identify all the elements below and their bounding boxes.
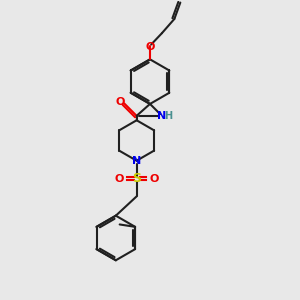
Text: S: S bbox=[132, 172, 141, 185]
Text: N: N bbox=[132, 156, 141, 166]
Text: O: O bbox=[115, 173, 124, 184]
Text: N: N bbox=[157, 111, 166, 121]
Text: O: O bbox=[149, 173, 159, 184]
Text: O: O bbox=[145, 43, 155, 52]
Text: H: H bbox=[164, 111, 172, 121]
Text: O: O bbox=[116, 97, 125, 107]
